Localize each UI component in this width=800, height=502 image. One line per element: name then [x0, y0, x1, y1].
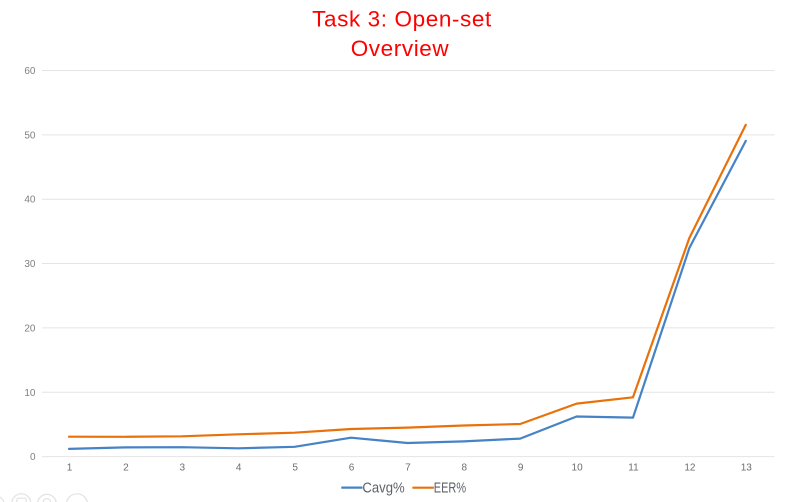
svg-text:10: 10 — [572, 462, 584, 473]
svg-text:12: 12 — [684, 462, 696, 473]
svg-text:50: 50 — [24, 130, 36, 141]
svg-text:6: 6 — [349, 462, 355, 473]
svg-text:5: 5 — [292, 462, 298, 473]
svg-text:4: 4 — [236, 462, 242, 473]
svg-text:11: 11 — [628, 462, 639, 473]
svg-text:30: 30 — [24, 259, 36, 270]
svg-text:7: 7 — [405, 462, 411, 473]
svg-text:40: 40 — [24, 195, 36, 206]
svg-text:60: 60 — [24, 66, 36, 77]
svg-text:20: 20 — [24, 323, 36, 334]
svg-text:Task 3: Open-set: Task 3: Open-set — [312, 7, 492, 32]
svg-text:9: 9 — [518, 462, 524, 473]
svg-text:3: 3 — [180, 462, 186, 473]
svg-text:Cavg%: Cavg% — [362, 479, 404, 496]
svg-text:13: 13 — [741, 462, 753, 473]
svg-text:10: 10 — [24, 388, 36, 399]
svg-text:2: 2 — [123, 462, 129, 473]
svg-text:0: 0 — [30, 452, 36, 463]
svg-text:EER%: EER% — [434, 479, 466, 496]
svg-text:1: 1 — [67, 462, 73, 473]
svg-text:Overview: Overview — [351, 36, 450, 61]
svg-text:8: 8 — [462, 462, 468, 473]
